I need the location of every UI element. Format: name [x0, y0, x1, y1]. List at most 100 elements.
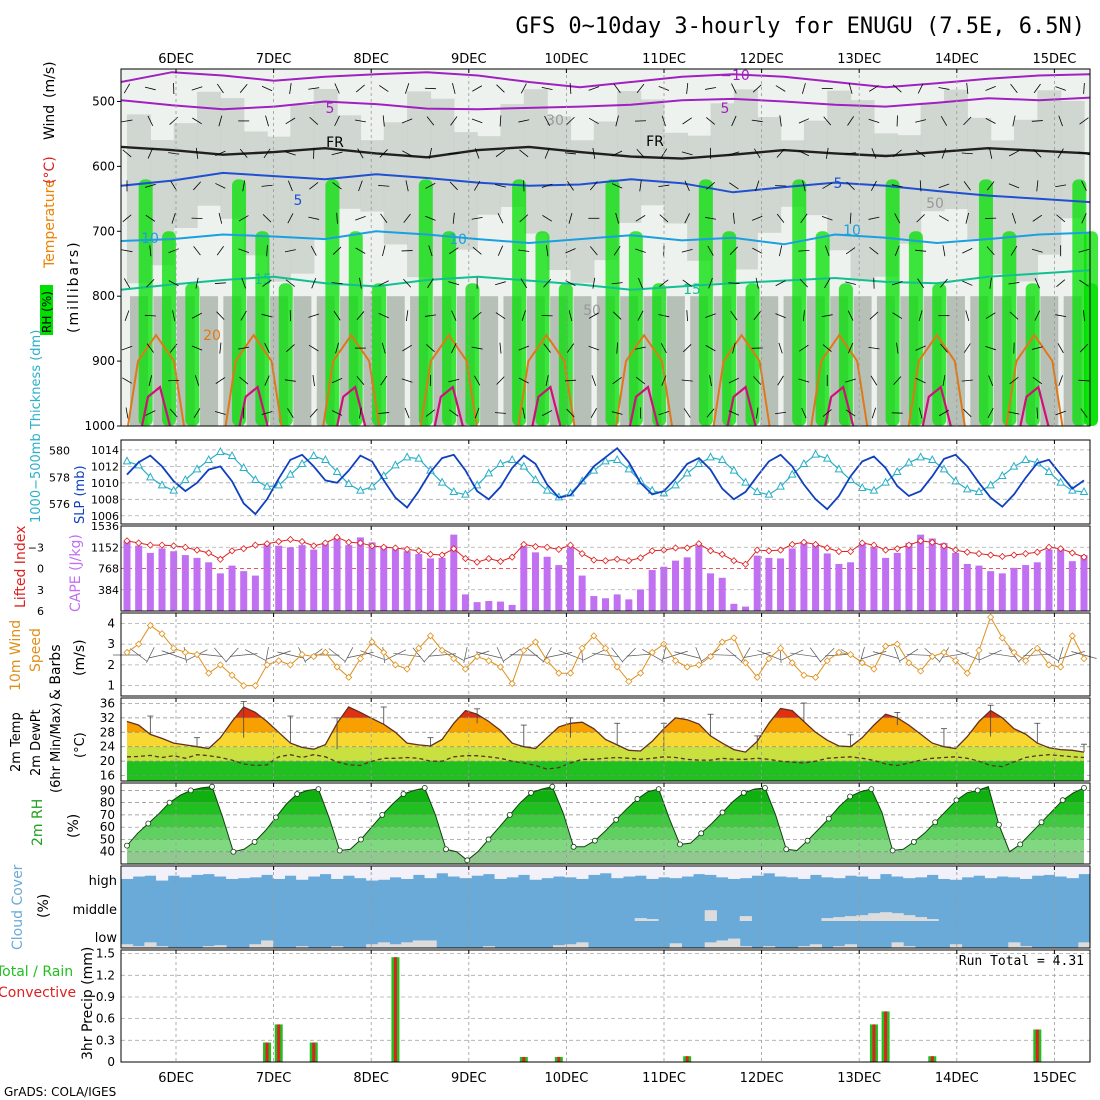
wind-barb: [966, 82, 969, 94]
rh-band: [1013, 119, 1038, 282]
wind-speed-point: [356, 655, 364, 663]
precip-ylabel-1: Total / Rain: [0, 964, 73, 980]
wind-barb: [354, 119, 366, 123]
wind-barb: [265, 115, 269, 127]
wind-barb: [1057, 647, 1064, 663]
cloud-cell: [903, 915, 916, 921]
cloud-gap: [284, 866, 297, 876]
wind-barb: [681, 379, 693, 382]
cape-bar: [952, 552, 960, 611]
upper-air-y-tick-label: 700: [92, 224, 115, 238]
wind-tick-label: 1: [107, 679, 115, 693]
wind-barb: [384, 649, 407, 661]
wind-barb: [989, 277, 992, 289]
wind-speed-point: [812, 673, 820, 681]
rh-point: [166, 799, 173, 806]
lifted-index-point: [216, 555, 224, 563]
wind-barb: [674, 651, 701, 659]
wind-barb: [521, 310, 526, 322]
cloud-gap: [809, 866, 822, 875]
cloud-gap: [249, 866, 262, 878]
wind-barb: [938, 409, 949, 417]
wind-barb: [168, 280, 179, 287]
wind-speed-point: [146, 621, 154, 630]
wind-speed-point: [263, 661, 271, 669]
thickness-point: [321, 454, 330, 463]
wind-barb: [870, 375, 878, 386]
wind-barb: [328, 648, 346, 662]
wind-speed-point: [228, 671, 236, 679]
cloud-gap: [214, 866, 227, 877]
wind-barb: [261, 411, 273, 415]
thickness-point: [274, 480, 284, 489]
precip-convective-bar: [393, 957, 397, 1062]
lifted-index-point: [368, 542, 376, 550]
wind-speed-point: [205, 669, 213, 677]
wind-barb: [355, 216, 366, 221]
top-time-label: 11DEC: [642, 52, 686, 67]
cloud-cell: [564, 944, 577, 948]
cloud-gap: [891, 866, 904, 877]
wind-tick-label: 4: [107, 616, 115, 630]
rh-point: [209, 783, 215, 790]
isotherm-15: [120, 269, 1091, 291]
cape-bar: [170, 551, 178, 611]
slp-tick-label: 1008: [91, 493, 119, 506]
cloud-cell: [809, 944, 822, 948]
wind-speed-point: [928, 653, 936, 661]
wind10m-ylabel-units: (m/s): [72, 639, 88, 676]
wind-barb: [564, 152, 576, 155]
cloud-cell: [646, 919, 659, 921]
wind-barb: [195, 277, 199, 289]
wind-barb: [423, 647, 438, 663]
bottom-time-label: 9DEC: [451, 1071, 487, 1086]
wind-barb: [896, 342, 899, 354]
wind-barb: [402, 344, 412, 352]
cape-bar: [286, 547, 294, 611]
lifted-index-point: [1022, 550, 1030, 558]
wind-barb: [472, 311, 482, 320]
wind-barb: [405, 310, 409, 322]
precip-ylabel-units: 3hr Precip (mm): [80, 947, 96, 1060]
cape-bar: [380, 545, 388, 611]
lifted-index-point: [870, 541, 878, 549]
wind-barb: [1010, 245, 1018, 256]
thickness-point: [892, 466, 902, 475]
wind-barb: [891, 281, 903, 286]
wind-speed-point: [391, 661, 399, 669]
wind-barb: [393, 652, 421, 658]
wind-barb: [331, 377, 343, 384]
cloud-cell: [249, 944, 262, 948]
wind-barb: [942, 375, 946, 387]
thickness-point: [822, 453, 832, 462]
wind-barb: [1057, 343, 1064, 354]
cloud-level-label: low: [95, 931, 118, 946]
wind-speed-point: [321, 648, 329, 656]
rh-band: [803, 120, 828, 216]
cloud-cell: [798, 946, 811, 948]
wind-barb: [123, 278, 131, 289]
thickness-point: [857, 482, 867, 491]
wind-barb: [729, 182, 739, 190]
wind-barb: [122, 377, 132, 384]
lifted-index-point: [450, 545, 458, 553]
wind-barb: [731, 83, 737, 94]
wind-speed-point: [333, 663, 341, 671]
wind-barb: [146, 647, 155, 663]
wind-barb: [146, 278, 155, 288]
contour-label: 30: [546, 113, 564, 129]
thickness-point: [916, 452, 925, 461]
wind-barb: [520, 278, 528, 289]
cape-bar: [975, 565, 983, 611]
lifted-index-point: [753, 546, 761, 554]
wind-barb: [265, 646, 269, 664]
cape-bar: [426, 558, 434, 611]
upper-air-ylabel-wind-unit: (m/s): [42, 61, 58, 98]
wind-barb: [965, 212, 970, 224]
contour-label: 10: [141, 231, 159, 247]
top-time-label: 12DEC: [740, 52, 784, 67]
lifted-index-point: [1057, 545, 1065, 553]
wind-barb: [987, 407, 994, 419]
lifted-index-point: [928, 538, 936, 546]
